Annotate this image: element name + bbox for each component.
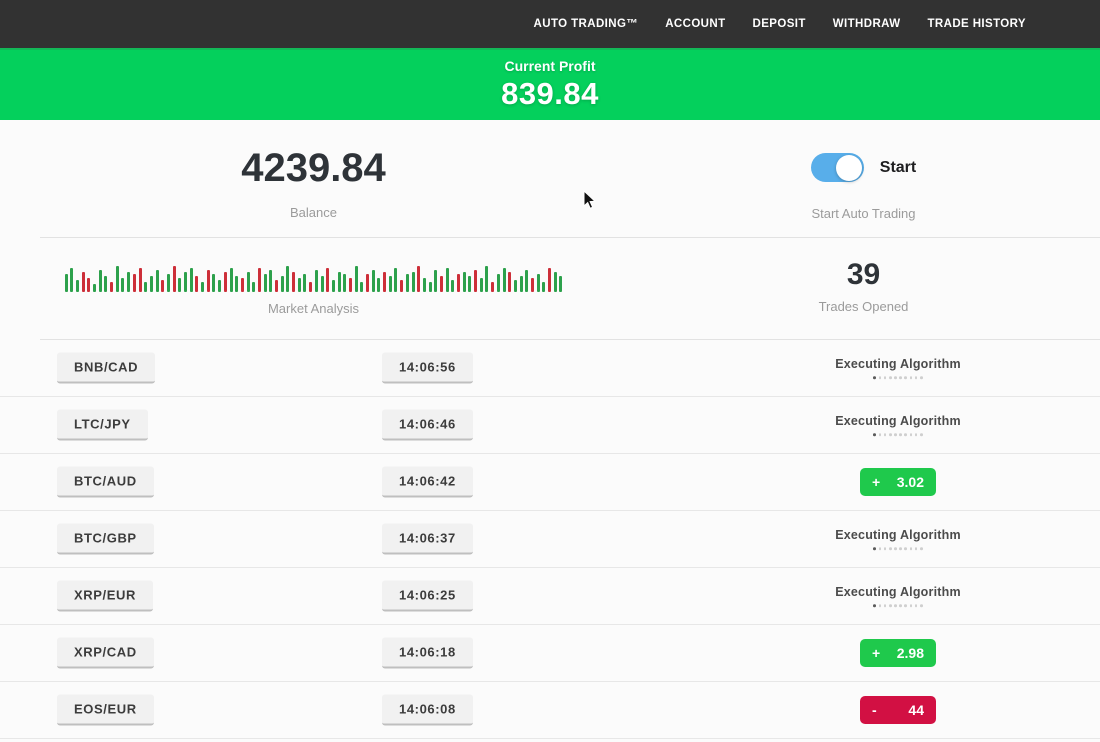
table-top-divider bbox=[40, 339, 1100, 340]
trades-opened-value: 39 bbox=[846, 258, 881, 291]
pair-badge: BNB/CAD bbox=[57, 352, 156, 384]
time-badge: 14:06:08 bbox=[382, 694, 473, 726]
trade-row: EOS/EUR 14:06:08 - 44 bbox=[0, 682, 1100, 739]
result-sign: + bbox=[872, 474, 881, 490]
pair-badge: LTC/JPY bbox=[57, 409, 148, 441]
result-value: 44 bbox=[908, 702, 924, 718]
trade-row: LTC/JPY 14:06:46 Executing Algorithm bbox=[0, 397, 1100, 454]
trade-row: BNB/CAD 14:06:56 Executing Algorithm bbox=[0, 340, 1100, 397]
toggle-state-label: Start bbox=[879, 158, 917, 176]
trade-row: BTC/AUD 14:06:42 +3.02 bbox=[0, 454, 1100, 511]
trade-row: XRP/CAD 14:06:18 +2.98 bbox=[0, 625, 1100, 682]
nav-item-withdraw[interactable]: WITHDRAW bbox=[832, 18, 901, 30]
nav-item-auto-trading[interactable]: AUTO TRADING™ bbox=[533, 18, 639, 30]
nav-item-account[interactable]: ACCOUNT bbox=[665, 18, 726, 30]
balance-value: 4239.84 bbox=[241, 146, 386, 190]
top-navbar: AUTO TRADING™ ACCOUNT DEPOSIT WITHDRAW TRADE… bbox=[0, 0, 1100, 48]
nav-item-trade-history[interactable]: TRADE HISTORY bbox=[927, 18, 1026, 30]
loss-badge: - 44 bbox=[860, 696, 936, 724]
trade-status-cell: Executing Algorithm bbox=[788, 528, 1008, 550]
trades-opened-label: Trades Opened bbox=[818, 299, 909, 314]
trade-status-cell: +3.02 bbox=[788, 468, 1008, 496]
auto-trading-toggle[interactable] bbox=[810, 153, 864, 182]
profit-badge: +2.98 bbox=[860, 639, 936, 667]
pair-badge: EOS/EUR bbox=[57, 694, 154, 726]
progress-dots bbox=[788, 433, 1008, 436]
pair-badge: XRP/EUR bbox=[57, 580, 153, 612]
balance-section: 4239.84 Balance Start Start Auto Trading bbox=[0, 120, 1100, 237]
trade-status-cell: Executing Algorithm bbox=[788, 357, 1008, 379]
time-badge: 14:06:42 bbox=[382, 466, 473, 498]
pair-badge: BTC/AUD bbox=[57, 466, 154, 498]
trade-status-cell: Executing Algorithm bbox=[788, 414, 1008, 436]
result-sign: + bbox=[872, 645, 881, 661]
balance-label: Balance bbox=[290, 205, 337, 220]
result-sign: - bbox=[872, 702, 877, 718]
executing-algorithm-label: Executing Algorithm bbox=[835, 528, 961, 543]
executing-algorithm-label: Executing Algorithm bbox=[835, 414, 961, 429]
market-analysis-chart bbox=[64, 260, 563, 292]
current-profit-value: 839.84 bbox=[501, 76, 599, 111]
time-badge: 14:06:56 bbox=[382, 352, 473, 384]
section-divider bbox=[40, 237, 1100, 238]
progress-dots bbox=[788, 604, 1008, 607]
pair-badge: XRP/CAD bbox=[57, 637, 154, 669]
pair-badge: BTC/GBP bbox=[57, 523, 154, 555]
result-value: 2.98 bbox=[896, 645, 924, 661]
result-value: 3.02 bbox=[896, 474, 924, 490]
time-badge: 14:06:46 bbox=[382, 409, 473, 441]
progress-dots bbox=[788, 376, 1008, 379]
start-auto-trading-label: Start Auto Trading bbox=[811, 206, 916, 221]
trade-status-cell: +2.98 bbox=[788, 639, 1008, 667]
market-analysis-section: Market Analysis 39 Trades Opened bbox=[0, 238, 1100, 339]
market-analysis-label: Market Analysis bbox=[267, 301, 360, 316]
time-badge: 14:06:18 bbox=[382, 637, 473, 669]
progress-dots bbox=[788, 547, 1008, 550]
nav-item-deposit[interactable]: DEPOSIT bbox=[752, 18, 806, 30]
trade-status-cell: Executing Algorithm bbox=[788, 585, 1008, 607]
executing-algorithm-label: Executing Algorithm bbox=[835, 357, 961, 372]
toggle-knob[interactable] bbox=[836, 154, 863, 181]
profit-badge: +3.02 bbox=[860, 468, 936, 496]
trade-row: XRP/EUR 14:06:25 Executing Algorithm bbox=[0, 568, 1100, 625]
trade-status-cell: - 44 bbox=[788, 696, 1008, 724]
trades-table: BNB/CAD 14:06:56 Executing Algorithm LTC/JP… bbox=[0, 340, 1100, 739]
current-profit-banner: Current Profit 839.84 bbox=[0, 48, 1100, 120]
current-profit-label: Current Profit bbox=[504, 58, 596, 74]
executing-algorithm-label: Executing Algorithm bbox=[835, 585, 961, 600]
trade-row: BTC/GBP 14:06:37 Executing Algorithm bbox=[0, 511, 1100, 568]
time-badge: 14:06:25 bbox=[382, 580, 473, 612]
time-badge: 14:06:37 bbox=[382, 523, 473, 555]
